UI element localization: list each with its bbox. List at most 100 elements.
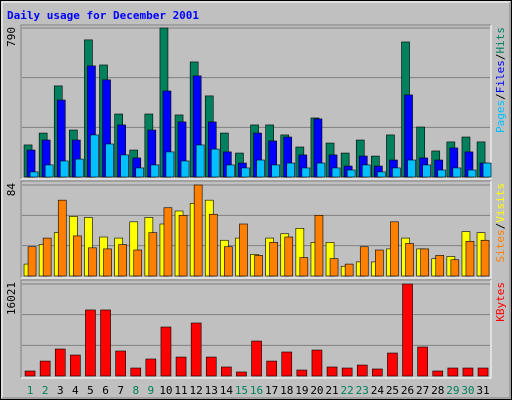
bar <box>331 167 341 178</box>
x-tick-label: 18 <box>280 384 293 397</box>
bar <box>85 309 96 377</box>
bar <box>435 255 445 277</box>
x-tick-label: 10 <box>159 384 172 397</box>
bar <box>54 348 66 377</box>
bar <box>465 241 475 277</box>
bar <box>221 366 232 377</box>
bar <box>105 143 114 178</box>
separator: / <box>494 93 507 100</box>
x-tick-label: 30 <box>461 384 474 397</box>
bar <box>344 263 354 277</box>
bar <box>120 154 129 178</box>
legend-entry: Visits <box>494 183 507 223</box>
bar <box>405 243 414 277</box>
panel-bevel-light <box>21 181 492 279</box>
x-tick-label: 3 <box>57 384 64 397</box>
bar <box>281 351 293 377</box>
bar <box>392 167 401 178</box>
bar <box>148 232 158 277</box>
bar <box>224 246 233 277</box>
x-tick-label: 11 <box>174 384 187 397</box>
bar <box>57 199 67 277</box>
bar <box>190 322 202 377</box>
bar <box>326 366 338 377</box>
bar <box>271 164 280 178</box>
bar <box>145 358 157 377</box>
bar <box>311 349 323 377</box>
bar <box>27 246 37 277</box>
bar <box>346 169 356 178</box>
bar <box>59 160 69 178</box>
bar <box>462 367 474 377</box>
bar <box>75 158 84 178</box>
panel-bevel-dark <box>20 24 491 179</box>
x-tick-label: 28 <box>431 384 444 397</box>
bar <box>329 258 339 277</box>
bar <box>118 244 127 277</box>
panel-bevel-dark <box>20 279 491 378</box>
bar <box>175 356 187 377</box>
bar <box>269 242 278 277</box>
bar <box>210 148 220 178</box>
x-tick-label: 8 <box>132 384 139 397</box>
bar <box>372 368 383 377</box>
bar <box>163 207 173 277</box>
bar <box>39 360 51 377</box>
bar <box>205 356 217 377</box>
bar <box>390 221 399 277</box>
separator: / <box>494 54 507 61</box>
bar <box>135 167 145 178</box>
bar <box>103 248 112 277</box>
x-tick-label: 19 <box>295 384 308 397</box>
bar <box>165 151 175 178</box>
bar <box>407 159 416 178</box>
bar <box>266 360 277 377</box>
bar <box>375 249 384 277</box>
bar <box>150 164 160 178</box>
bar <box>133 249 143 277</box>
chart-title: Daily usage for December 2001 <box>7 9 199 22</box>
legend-entry: Hits <box>494 27 507 54</box>
bar <box>286 162 296 178</box>
bar <box>160 326 172 377</box>
bar <box>180 160 190 178</box>
panel-bevel-light <box>21 280 492 379</box>
x-tick-label: 25 <box>386 384 399 397</box>
bar <box>29 171 39 178</box>
bar <box>480 239 490 277</box>
y-tick-label: 84 <box>5 183 18 197</box>
x-tick-label: 4 <box>72 384 79 397</box>
bar <box>256 159 265 178</box>
x-tick-label: 16 <box>250 384 263 397</box>
bar <box>208 213 218 277</box>
bar <box>24 370 36 377</box>
panel-bevel-dark <box>20 180 491 278</box>
y-tick-label: 790 <box>5 27 18 47</box>
bar <box>254 255 263 277</box>
series-label: KBytes <box>494 282 507 322</box>
bar <box>44 164 54 178</box>
panel-bevel-light <box>21 25 492 180</box>
x-tick-label: 9 <box>148 384 155 397</box>
bar <box>130 367 142 377</box>
x-tick-label: 13 <box>205 384 218 397</box>
bar <box>447 367 459 377</box>
bar <box>195 144 205 178</box>
x-tick-label: 14 <box>220 384 234 397</box>
bar <box>239 223 248 277</box>
bar <box>88 247 97 277</box>
bar <box>193 184 203 277</box>
x-tick-label: 15 <box>235 384 248 397</box>
bar <box>316 162 326 178</box>
bar <box>356 364 368 377</box>
bar <box>361 164 371 178</box>
bar <box>387 352 398 377</box>
bar <box>226 164 235 178</box>
bar <box>301 167 311 178</box>
x-tick-label: 26 <box>401 384 414 397</box>
legend-entry: Pages <box>494 100 507 133</box>
legend-entry: KBytes <box>494 282 507 322</box>
x-tick-label: 12 <box>190 384 203 397</box>
